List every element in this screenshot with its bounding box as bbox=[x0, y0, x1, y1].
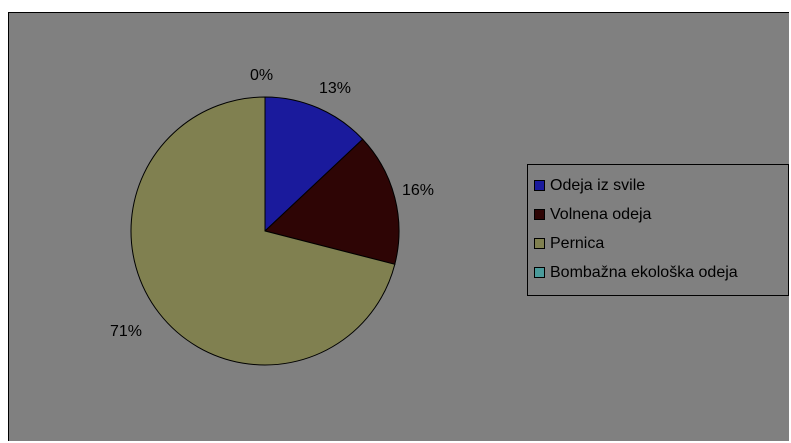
legend-label: Volnena odeja bbox=[550, 205, 652, 223]
pie-slice-pernica bbox=[130, 96, 396, 366]
legend: Odeja iz svile Volnena odeja Pernica Bom… bbox=[527, 164, 789, 296]
pie-slice-volnena-odeja bbox=[263, 138, 400, 265]
legend-label: Odeja iz svile bbox=[550, 176, 646, 194]
legend-item-pernica: Pernica bbox=[534, 229, 788, 258]
data-label: 13% bbox=[319, 80, 351, 97]
legend-item-volnena-odeja: Volnena odeja bbox=[534, 200, 788, 229]
legend-item-odeja-iz-svile: Odeja iz svile bbox=[534, 171, 788, 200]
legend-label: Pernica bbox=[550, 234, 605, 252]
pie-slice-odeja-iz-svile bbox=[264, 96, 364, 233]
legend-label: Bombažna ekološka odeja bbox=[550, 263, 738, 281]
data-label: 16% bbox=[402, 182, 434, 199]
legend-swatch bbox=[534, 180, 545, 191]
legend-swatch bbox=[534, 209, 545, 220]
legend-swatch bbox=[534, 238, 545, 249]
data-label: 71% bbox=[110, 323, 142, 340]
legend-swatch bbox=[534, 267, 545, 278]
data-label: 0% bbox=[250, 67, 273, 84]
legend-item-bombazna-ekoloska-odeja: Bombažna ekološka odeja bbox=[534, 258, 788, 287]
